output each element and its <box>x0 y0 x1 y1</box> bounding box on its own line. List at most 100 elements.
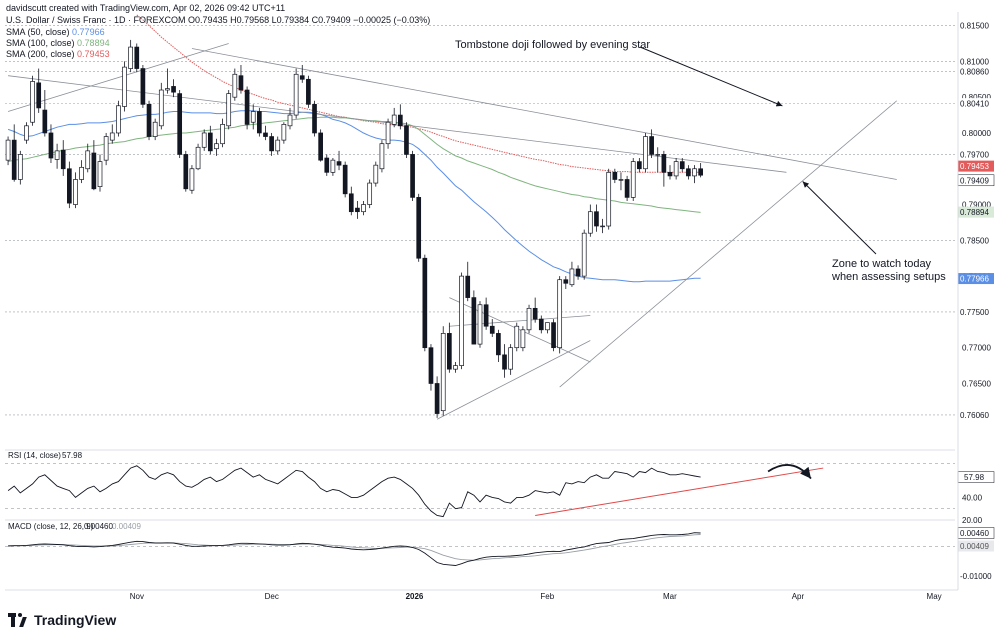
candle-79 <box>489 319 495 337</box>
candle-49 <box>306 75 311 108</box>
ohlc-values: O0.79435 H0.79568 L0.79384 C0.79409 −0.0… <box>188 15 431 25</box>
level-badge-1 <box>958 55 994 67</box>
candle-body-106 <box>655 154 661 156</box>
level-badge-5 <box>958 160 994 172</box>
macd-line <box>8 532 701 566</box>
candle-body-66 <box>410 154 415 198</box>
candle-body-81 <box>502 354 507 370</box>
candle-body-18 <box>116 105 121 134</box>
candle-body-3 <box>24 125 29 141</box>
candle-80 <box>496 329 501 363</box>
candle-66 <box>410 150 415 201</box>
candle-body-108 <box>667 171 673 177</box>
candle-91 <box>563 276 569 290</box>
candle-18 <box>116 100 121 137</box>
candle-85 <box>526 304 532 334</box>
candle-body-101 <box>624 179 630 198</box>
candle-body-24 <box>152 121 158 137</box>
candle-104 <box>643 132 648 173</box>
level-label-4: 0.79700 <box>960 150 989 159</box>
candle-1 <box>11 124 17 182</box>
candle-10 <box>67 161 72 209</box>
macd-legend-macd: 0.00460 <box>84 522 113 531</box>
candle-56 <box>348 186 354 216</box>
candle-body-21 <box>134 46 140 69</box>
price-grid <box>5 25 955 416</box>
macd-signal-badge <box>958 540 994 552</box>
x-tick-3: Feb <box>540 592 554 601</box>
candle-113 <box>698 163 703 178</box>
candle-body-79 <box>489 325 495 334</box>
candle-body-99 <box>612 171 618 180</box>
macd-tick-0: -0.01000 <box>960 572 992 581</box>
candle-body-97 <box>600 225 605 228</box>
candle-110 <box>679 158 685 173</box>
candle-body-95 <box>587 211 593 234</box>
candle-body-59 <box>367 182 373 205</box>
candle-82 <box>508 344 513 375</box>
tradingview-logo[interactable]: TradingView <box>8 612 116 628</box>
candle-body-93 <box>575 268 581 277</box>
candle-body-98 <box>606 171 612 227</box>
candle-body-9 <box>60 149 66 170</box>
sma200-line <box>136 14 701 173</box>
candle-body-76 <box>471 297 477 345</box>
sma200-legend[interactable]: SMA (200, close) 0.79453 <box>6 49 110 59</box>
candle-body-46 <box>287 114 293 127</box>
candle-75 <box>465 261 471 302</box>
candle-body-110 <box>679 161 685 170</box>
candle-body-35 <box>220 124 225 145</box>
candle-body-61 <box>379 143 385 170</box>
candle-112 <box>692 165 697 184</box>
candle-body-5 <box>36 82 42 109</box>
sma50-value: 0.77966 <box>72 27 105 37</box>
sma100-legend[interactable]: SMA (100, close) 0.78894 <box>6 38 110 48</box>
candle-111 <box>686 165 691 180</box>
candle-22 <box>140 64 146 108</box>
candle-body-28 <box>177 93 183 155</box>
candle-body-88 <box>545 322 550 331</box>
candle-body-71 <box>440 333 446 412</box>
level-badge-2 <box>958 65 994 77</box>
price-tick-label-4: 0.80000 <box>962 129 991 138</box>
candle-100 <box>618 172 624 191</box>
rsi-value-label: 57.98 <box>964 473 985 482</box>
rsi-reversal-arrow <box>767 464 812 480</box>
candle-body-14 <box>91 152 97 190</box>
trendline-rising-support <box>559 100 898 388</box>
candle-body-107 <box>661 154 667 173</box>
level-badge-0 <box>958 20 994 32</box>
candle-73 <box>453 362 458 373</box>
candle-70 <box>434 376 440 418</box>
candle-body-33 <box>207 132 213 152</box>
candle-44 <box>275 136 281 155</box>
candle-body-69 <box>428 347 434 384</box>
candle-101 <box>624 175 630 201</box>
candle-12 <box>79 160 84 184</box>
candle-body-11 <box>73 179 78 205</box>
candle-body-58 <box>361 204 366 213</box>
candle-body-53 <box>330 159 336 173</box>
candle-2 <box>17 150 23 185</box>
macd-pane: MACD (close, 12, 26, 9)0.00460 0.00409-0.… <box>5 519 995 581</box>
macd-legend-signal: 0.00409 <box>112 522 141 531</box>
symbol-name[interactable]: U.S. Dollar / Swiss Franc · 1D · FOREXCO… <box>6 15 186 25</box>
trendline-descending-resistance-3 <box>191 48 897 180</box>
candle-103 <box>637 158 642 173</box>
candle-20 <box>128 39 133 73</box>
candle-32 <box>201 129 207 151</box>
candle-67 <box>416 193 422 262</box>
sma50-legend[interactable]: SMA (50, close) 0.77966 <box>6 27 105 37</box>
candle-27 <box>171 79 176 98</box>
annotation-zone-line1: Zone to watch today <box>832 258 932 270</box>
level-label-0: 0.81500 <box>960 22 989 31</box>
candle-body-100 <box>618 179 624 181</box>
candle-83 <box>514 322 520 352</box>
sma200-label: SMA (200, close) <box>6 49 75 59</box>
annotations: Tombstone doji followed by evening star Z… <box>455 39 946 480</box>
candle-body-82 <box>508 347 513 370</box>
candle-body-34 <box>214 143 219 150</box>
candle-5 <box>36 68 42 113</box>
candle-body-109 <box>673 161 679 177</box>
